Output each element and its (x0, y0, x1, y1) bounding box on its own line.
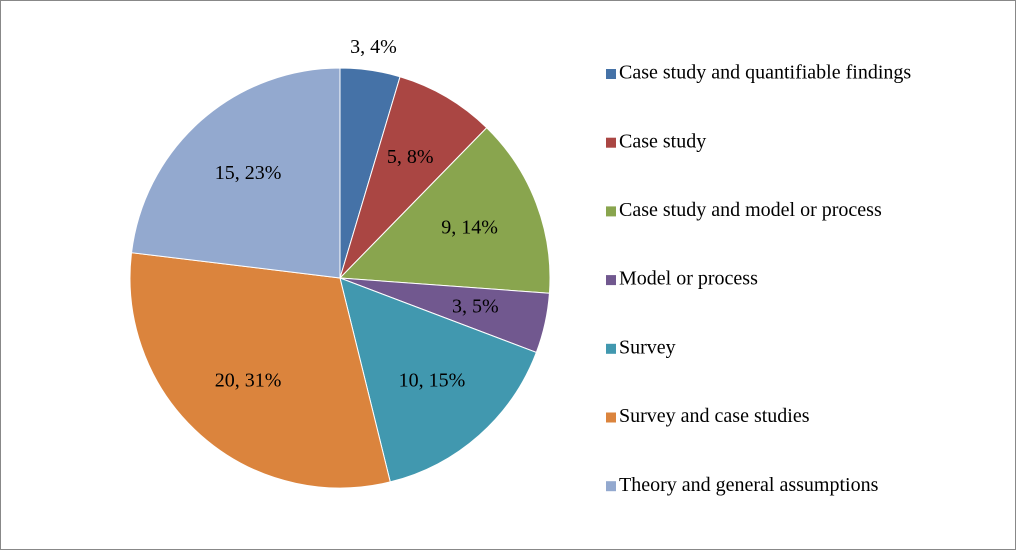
data-label: 20, 31% (215, 369, 282, 391)
legend-label: Survey (619, 336, 676, 358)
data-label: 3, 5% (452, 296, 499, 318)
data-label: 15, 23% (215, 162, 282, 184)
legend-swatch (606, 275, 616, 286)
legend-swatch (606, 481, 616, 492)
legend-label: Model or process (619, 268, 758, 290)
legend-label: Case study and model or process (619, 199, 882, 221)
data-label: 10, 15% (399, 369, 466, 391)
pie-slice (130, 67, 341, 279)
pie-slice (339, 76, 488, 279)
pie-slice (338, 127, 551, 294)
legend-swatch (606, 206, 616, 217)
legend-label: Case study (619, 130, 706, 152)
pie-slice (339, 277, 537, 483)
legend-label: Survey and case studies (619, 405, 810, 427)
legend-swatch (606, 343, 616, 354)
legend-swatch (606, 412, 616, 423)
pie-slice (129, 252, 391, 489)
legend-swatch (606, 69, 616, 79)
legend-label: Case study and quantifiable findings (619, 62, 911, 84)
data-label: 9, 14% (441, 216, 498, 238)
legend-swatch (606, 137, 616, 148)
legend-label: Theory and general assumptions (619, 474, 879, 496)
data-label: 5, 8% (387, 146, 434, 168)
data-label: 3, 4% (350, 36, 397, 58)
